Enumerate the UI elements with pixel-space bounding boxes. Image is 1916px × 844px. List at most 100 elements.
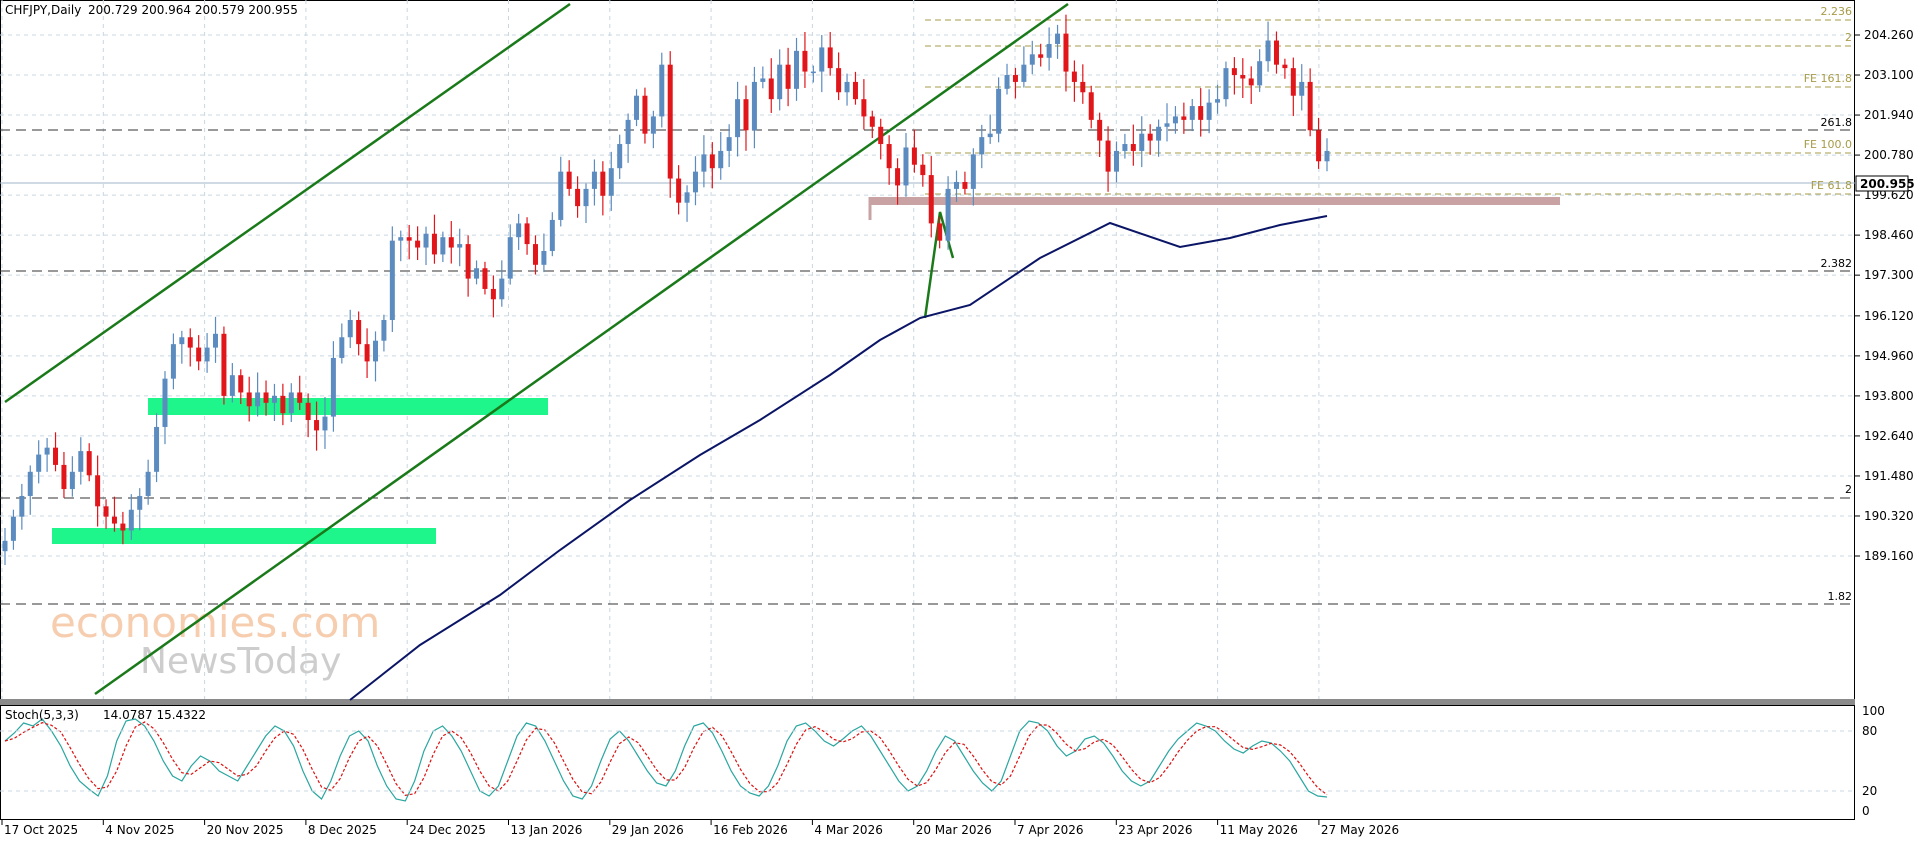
candle-body: [709, 154, 715, 169]
candle: [692, 156, 698, 206]
fib-label: 2: [1845, 31, 1852, 44]
candle: [229, 363, 235, 403]
candle: [1240, 58, 1246, 99]
candle: [10, 509, 16, 550]
candle: [979, 124, 985, 169]
candle: [676, 165, 682, 215]
time-tick-label: 4 Nov 2025: [105, 823, 174, 837]
candle-body: [735, 99, 741, 138]
watermark-line2: NewsToday: [140, 641, 341, 682]
price-axis[interactable]: 204.260 203.100 201.940 200.780 199.620 198.4…: [1855, 28, 1914, 563]
candle-body: [69, 471, 75, 490]
candle-body: [1240, 75, 1246, 79]
candle: [111, 496, 117, 532]
candle-body: [162, 378, 168, 427]
candle-body: [1189, 106, 1195, 120]
candle: [634, 89, 640, 127]
candle-body: [777, 64, 783, 100]
candle: [398, 230, 404, 262]
candle: [659, 52, 665, 128]
candle-body: [246, 392, 252, 407]
candle-body: [1063, 33, 1069, 72]
candle: [297, 375, 303, 411]
candle-body: [954, 181, 960, 189]
candle: [36, 440, 42, 484]
candle: [53, 432, 59, 472]
candle: [583, 183, 589, 224]
grid-layer: [0, 0, 1855, 699]
candle: [591, 159, 597, 206]
candle: [179, 330, 185, 364]
candle-body: [381, 319, 387, 341]
candle-body: [406, 237, 412, 241]
candle-body: [1181, 116, 1187, 120]
candle: [541, 233, 547, 273]
candle: [423, 226, 429, 266]
candle-body: [415, 240, 421, 248]
candle: [1290, 57, 1296, 117]
candle-body: [861, 99, 867, 117]
candle: [794, 37, 800, 101]
candle-body: [1273, 40, 1279, 65]
candle-body: [785, 64, 791, 89]
candle-body: [617, 144, 623, 169]
candle-body: [145, 471, 151, 496]
candle-body: [179, 337, 185, 345]
candle: [406, 224, 412, 260]
candle: [987, 114, 993, 144]
candle: [1046, 27, 1052, 71]
candle-body: [187, 337, 193, 348]
candle: [827, 32, 833, 76]
stoch-tick-label: 20: [1862, 784, 1877, 798]
candle: [1063, 14, 1069, 92]
candle: [1316, 117, 1322, 169]
candle: [625, 113, 631, 163]
candle: [617, 134, 623, 179]
candle-body: [920, 164, 926, 176]
candle: [928, 156, 934, 238]
candle: [844, 73, 850, 106]
stoch-tick-label: 0: [1862, 804, 1870, 818]
price-tick-label: 189.160: [1864, 549, 1914, 563]
stoch-title: Stoch(5,3,3): [5, 708, 79, 722]
candle-body: [423, 233, 429, 248]
candle: [1055, 24, 1061, 59]
fib-label: 2.236: [1821, 5, 1853, 18]
candle-body: [692, 171, 698, 193]
candle: [895, 158, 901, 205]
candle: [78, 437, 84, 485]
candle-body: [103, 506, 109, 517]
candle-body: [1004, 75, 1010, 89]
candle-body: [1290, 68, 1296, 96]
last-price-tag-text: 200.955: [1860, 177, 1915, 191]
candle-body: [996, 88, 1002, 134]
candle: [415, 226, 421, 260]
price-tick-label: 196.120: [1864, 309, 1914, 323]
time-axis[interactable]: 17 Oct 2025 4 Nov 2025 20 Nov 2025 8 Dec 20…: [1, 820, 1399, 837]
fib-label: FE 100.0: [1804, 138, 1852, 151]
panel-separator[interactable]: [0, 699, 1855, 705]
candle: [1038, 43, 1044, 67]
candle-body: [1113, 150, 1119, 172]
candle-body: [844, 81, 850, 93]
candle: [170, 333, 176, 390]
candle-body: [2, 540, 8, 552]
candle: [667, 51, 673, 198]
candle: [1097, 112, 1103, 157]
candle-body: [591, 171, 597, 189]
candle: [1307, 68, 1313, 137]
channel-lower-line: [94, 2, 1069, 696]
candle-body: [1046, 43, 1052, 58]
candle: [1223, 61, 1229, 107]
candle: [566, 160, 572, 196]
price-tick-label: 190.320: [1864, 509, 1914, 523]
candle-body: [1147, 133, 1153, 141]
candle: [1257, 49, 1263, 92]
candle: [718, 131, 724, 180]
candle-body: [19, 495, 25, 517]
candle-body: [600, 171, 606, 196]
candle-body: [1316, 130, 1322, 162]
candle-body: [962, 181, 968, 189]
candle-body: [364, 344, 370, 362]
